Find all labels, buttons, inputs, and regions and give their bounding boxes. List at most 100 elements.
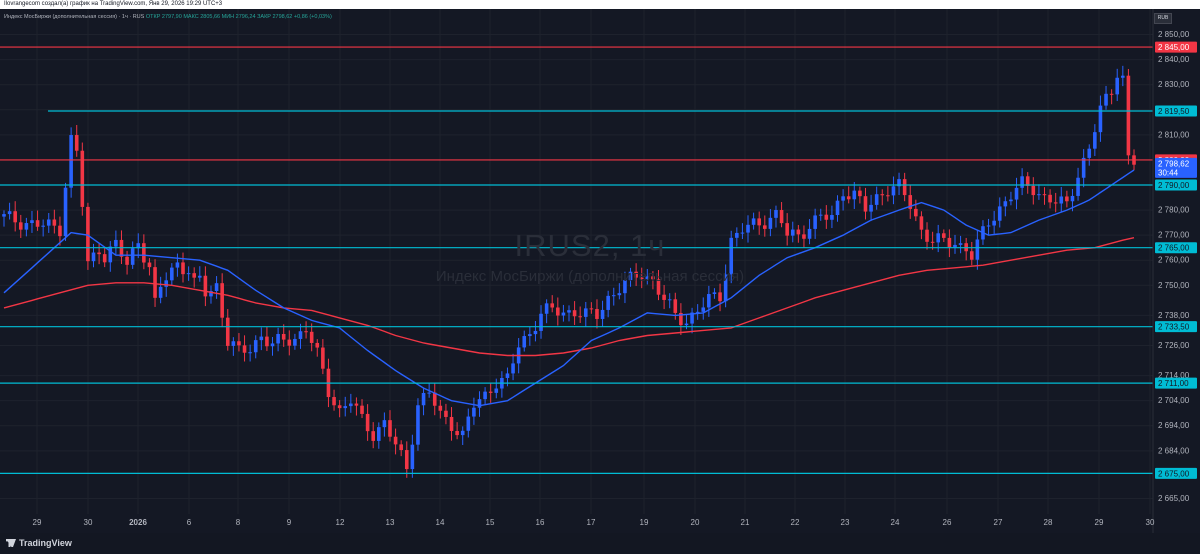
candle-body-up <box>869 204 873 212</box>
candle-body-down <box>192 273 196 278</box>
candle-body-up <box>712 292 717 295</box>
candle-body-up <box>421 392 426 406</box>
candle-body-up <box>416 405 420 445</box>
candle-body-down <box>455 430 459 436</box>
candle-body-up <box>1059 196 1064 204</box>
candle-body-up <box>611 295 616 297</box>
candle-body-up <box>170 267 174 281</box>
candle-body-up <box>231 341 236 346</box>
legend-symbol: Индекс МосБиржи (дополнительная сессия) … <box>4 14 145 20</box>
candle-body-up <box>684 323 689 326</box>
candle-body-up <box>841 196 845 201</box>
candle-body-up <box>561 312 566 316</box>
candle-body-up <box>953 244 957 248</box>
candle-body-up <box>729 237 734 275</box>
price-tick-label: 2 738,00 <box>1158 311 1190 320</box>
candle-body-up <box>2 214 6 217</box>
candle-body-down <box>265 336 269 347</box>
watermark-symbol: IRUS2, 1ч <box>514 228 666 263</box>
price-tick-label: 2 665,00 <box>1158 494 1190 503</box>
candle-body-down <box>1025 176 1030 186</box>
candle-body-up <box>7 211 12 215</box>
candle-body-up <box>114 239 118 247</box>
candle-body-up <box>466 416 471 431</box>
candle-body-down <box>220 283 224 318</box>
candle-body-down <box>125 256 129 265</box>
candle-body-up <box>790 229 795 236</box>
candle-body-up <box>377 427 381 441</box>
candle-body-down <box>102 254 107 263</box>
price-tick-label: 2 780,00 <box>1158 206 1190 215</box>
time-tick-label: 8 <box>236 518 241 527</box>
candle-body-up <box>1121 75 1125 78</box>
candle-body-up <box>539 313 543 331</box>
price-tick-label: 2 714,00 <box>1158 371 1190 380</box>
candle-body-up <box>1081 157 1086 178</box>
candle-body-down <box>886 195 890 197</box>
candle-body-up <box>897 179 901 187</box>
price-chart[interactable]: 2 850,002 840,002 830,002 820,002 810,00… <box>0 9 1200 533</box>
candle-body-up <box>986 225 991 227</box>
candle-body-down <box>930 241 935 243</box>
time-tick-label: 13 <box>386 518 395 527</box>
candle-body-up <box>298 331 303 339</box>
footer-bar <box>0 533 1200 554</box>
time-tick-label: 29 <box>1095 518 1104 527</box>
candle-body-down <box>634 271 638 278</box>
candle-body-up <box>740 232 745 234</box>
candle-body-up <box>617 293 622 296</box>
candle-body-down <box>35 220 40 227</box>
candle-body-down <box>925 229 929 242</box>
candle-body-down <box>1031 185 1036 196</box>
tradingview-logo[interactable]: TradingView <box>6 538 72 548</box>
candle-body-down <box>908 195 913 209</box>
legend-high: МАКС 2805,66 <box>183 14 221 20</box>
candle-body-down <box>679 312 683 326</box>
candle-body-up <box>186 273 191 275</box>
candle-body-down <box>914 208 918 217</box>
candle-body-down <box>488 391 493 393</box>
time-tick-label: 15 <box>486 518 495 527</box>
candle-body-up <box>522 336 527 348</box>
candle-body-up <box>293 338 297 346</box>
candle-body-down <box>360 405 364 414</box>
attribution-text: Ilovrangecom создал(а) график на Trading… <box>4 1 223 7</box>
candle-body-up <box>600 309 605 319</box>
candle-body-down <box>589 308 594 310</box>
candle-body-down <box>902 179 907 196</box>
currency-badge[interactable]: RUB <box>1154 13 1172 24</box>
candle-body-up <box>505 373 510 378</box>
candle-body-up <box>774 210 778 218</box>
candle-body-up <box>958 243 963 245</box>
legend-open: ОТКР 2797,90 <box>145 14 182 20</box>
candle-body-down <box>785 223 789 236</box>
candle-body-down <box>444 410 448 417</box>
candle-body-down <box>595 309 599 319</box>
moving-average-red <box>3 237 1135 357</box>
time-tick-label: 17 <box>587 518 596 527</box>
candle-body-down <box>225 317 230 346</box>
candle-body-up <box>891 186 896 196</box>
candle-body-down <box>802 234 806 239</box>
candle-body-down <box>1109 93 1114 95</box>
candle-body-up <box>136 243 141 249</box>
candle-body-down <box>365 413 370 432</box>
time-tick-label: 12 <box>336 518 345 527</box>
candle-body-down <box>942 233 946 238</box>
candle-body-up <box>248 352 252 354</box>
candle-body-up <box>410 444 415 470</box>
time-tick-label: 30 <box>84 518 93 527</box>
candle-body-up <box>91 252 96 262</box>
candle-body-down <box>550 303 555 308</box>
candle-body-up <box>270 343 275 347</box>
candle-body-up <box>1009 199 1013 202</box>
tradingview-logo-icon <box>6 539 16 547</box>
level-price-badge <box>1155 467 1197 479</box>
time-tick-label: 2026 <box>129 518 147 527</box>
candle-body-up <box>1104 93 1108 106</box>
candle-body-down <box>304 331 308 333</box>
time-tick-label: 30 <box>1146 518 1155 527</box>
candle-body-down <box>757 218 761 226</box>
candle-body-down <box>969 251 974 260</box>
price-tick-label: 2 704,00 <box>1158 396 1190 405</box>
